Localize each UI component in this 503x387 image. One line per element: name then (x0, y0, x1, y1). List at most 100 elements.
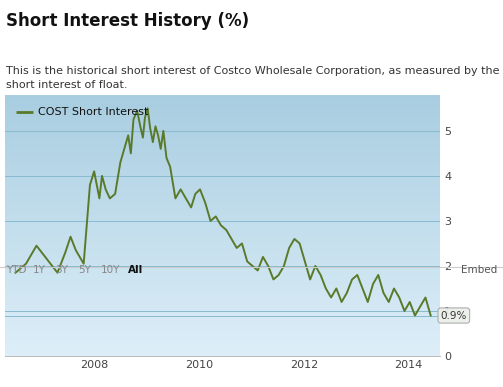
Bar (5, 132, 440, 133)
Bar (5, 316, 440, 317)
Bar (5, 313, 440, 314)
Text: 0.9%: 0.9% (441, 310, 467, 320)
Bar (5, 348, 440, 349)
Bar (5, 155, 440, 156)
Bar (5, 281, 440, 282)
Bar (5, 199, 440, 200)
Bar (5, 143, 440, 144)
Bar (5, 108, 440, 109)
Bar (5, 302, 440, 303)
Bar (5, 263, 440, 264)
Bar (5, 183, 440, 185)
Bar (5, 97, 440, 98)
Bar (5, 111, 440, 112)
Bar (5, 251, 440, 252)
Bar (5, 142, 440, 143)
Text: Embed: Embed (461, 265, 497, 275)
Bar (5, 223, 440, 224)
Bar (5, 242, 440, 243)
Bar (5, 172, 440, 173)
Bar (5, 244, 440, 245)
Bar (5, 212, 440, 213)
Bar (5, 239, 440, 240)
Bar (5, 107, 440, 108)
Bar (5, 217, 440, 218)
Bar (5, 336, 440, 337)
Bar (5, 120, 440, 122)
Bar (5, 314, 440, 315)
Bar (5, 170, 440, 171)
Bar (5, 164, 440, 165)
Bar (5, 310, 440, 311)
Bar (5, 166, 440, 167)
Bar (5, 220, 440, 221)
Bar (5, 191, 440, 192)
Bar (5, 123, 440, 124)
Bar (5, 214, 440, 215)
Bar (5, 185, 440, 186)
Bar (5, 355, 440, 356)
Bar (5, 294, 440, 295)
Bar (5, 200, 440, 201)
Bar (5, 229, 440, 231)
Bar (5, 304, 440, 305)
Bar (5, 312, 440, 313)
Bar (5, 112, 440, 113)
Bar (5, 211, 440, 212)
Bar (5, 349, 440, 350)
Bar (5, 272, 440, 273)
Bar (5, 276, 440, 277)
Bar (5, 187, 440, 188)
Bar (5, 171, 440, 172)
Bar (5, 327, 440, 329)
Bar (5, 350, 440, 351)
Bar (5, 130, 440, 132)
Bar (5, 141, 440, 142)
Bar (5, 156, 440, 157)
Bar (5, 115, 440, 116)
Bar (5, 101, 440, 102)
Bar (5, 324, 440, 325)
Bar (5, 180, 440, 182)
Bar (5, 300, 440, 301)
Bar (5, 257, 440, 258)
Bar (5, 264, 440, 265)
Bar (5, 100, 440, 101)
Bar (5, 291, 440, 292)
Bar (5, 118, 440, 119)
Bar (5, 195, 440, 196)
Bar (5, 317, 440, 318)
Bar (5, 334, 440, 335)
Bar (5, 277, 440, 279)
Bar (5, 150, 440, 151)
Bar (5, 286, 440, 287)
Bar (5, 154, 440, 155)
Bar (5, 261, 440, 262)
Bar (5, 320, 440, 321)
Bar (5, 125, 440, 127)
Bar (5, 152, 440, 153)
Bar (5, 241, 440, 242)
Bar (5, 96, 440, 97)
Text: YTD: YTD (6, 265, 27, 275)
Bar (5, 289, 440, 290)
Bar (5, 297, 440, 298)
Bar (5, 95, 440, 96)
Bar (5, 332, 440, 334)
Bar (5, 197, 440, 198)
Bar (5, 186, 440, 187)
Bar (5, 162, 440, 163)
Bar (5, 210, 440, 211)
Bar (5, 256, 440, 257)
Bar (5, 309, 440, 310)
Bar (5, 250, 440, 251)
Bar (5, 98, 440, 99)
Bar (5, 168, 440, 169)
Bar (5, 353, 440, 354)
Bar (5, 201, 440, 202)
Bar (5, 104, 440, 105)
Bar (5, 159, 440, 160)
Bar (5, 221, 440, 223)
Text: 1Y: 1Y (33, 265, 46, 275)
Bar (5, 193, 440, 194)
